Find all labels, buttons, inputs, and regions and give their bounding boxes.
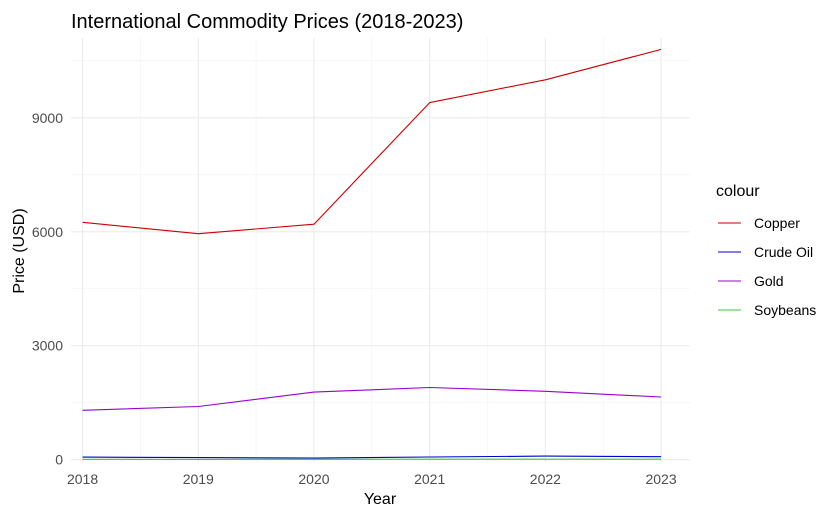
y-tick-label: 3000 [32, 338, 63, 354]
x-axis-label: Year [364, 491, 397, 508]
x-tick-label: 2018 [67, 471, 98, 487]
y-axis-ticks: 0 3000 6000 9000 [32, 110, 63, 468]
legend-label: Copper [754, 215, 800, 231]
y-axis-label: Price (USD) [11, 208, 28, 293]
x-tick-label: 2021 [414, 471, 445, 487]
x-tick-label: 2019 [183, 471, 214, 487]
x-axis-ticks: 2018 2019 2020 2021 2022 2023 [67, 471, 677, 487]
legend-label: Gold [754, 273, 784, 289]
legend-title: colour [716, 183, 760, 200]
legend: colour Copper Crude Oil Gold Soybeans [716, 183, 816, 318]
y-tick-label: 0 [55, 452, 63, 468]
chart-title: International Commodity Prices (2018-202… [71, 11, 463, 33]
grid-major [71, 38, 690, 462]
legend-label: Soybeans [754, 302, 816, 318]
y-tick-label: 6000 [32, 224, 63, 240]
x-tick-label: 2020 [298, 471, 329, 487]
legend-label: Crude Oil [754, 244, 813, 260]
legend-items: Copper Crude Oil Gold Soybeans [718, 215, 816, 318]
grid-minor [71, 38, 690, 462]
x-tick-label: 2023 [645, 471, 676, 487]
y-tick-label: 9000 [32, 110, 63, 126]
x-tick-label: 2022 [530, 471, 561, 487]
